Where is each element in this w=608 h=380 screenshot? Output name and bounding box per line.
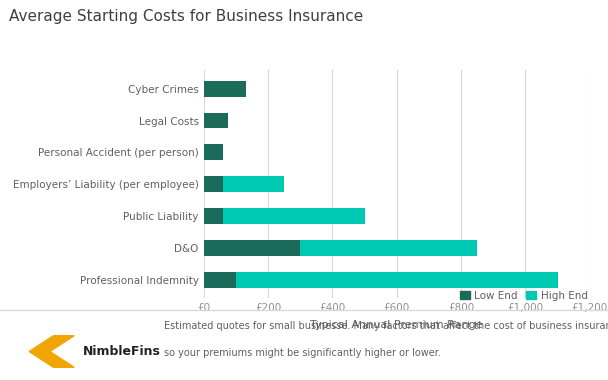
Text: Estimated quotes for small businesse. Many factors that affect the cost of busin: Estimated quotes for small businesse. Ma… [164,321,608,331]
Bar [204,240,300,256]
X-axis label: Typical Annual Premium Range: Typical Annual Premium Range [311,320,483,330]
Bar [204,208,223,224]
Bar [204,272,236,288]
Legend: Low End, High End: Low End, High End [460,291,587,301]
Bar [223,176,284,192]
Text: so your premiums might be significantly higher or lower.: so your premiums might be significantly … [164,348,441,358]
Bar [204,112,228,128]
Bar [223,208,365,224]
Polygon shape [29,336,74,367]
Text: NimbleFins: NimbleFins [83,345,161,358]
Text: Average Starting Costs for Business Insurance: Average Starting Costs for Business Insu… [9,10,364,24]
Bar [204,176,223,192]
Bar [204,81,246,97]
Bar [204,144,223,160]
Bar [236,272,558,288]
Bar [300,240,477,256]
